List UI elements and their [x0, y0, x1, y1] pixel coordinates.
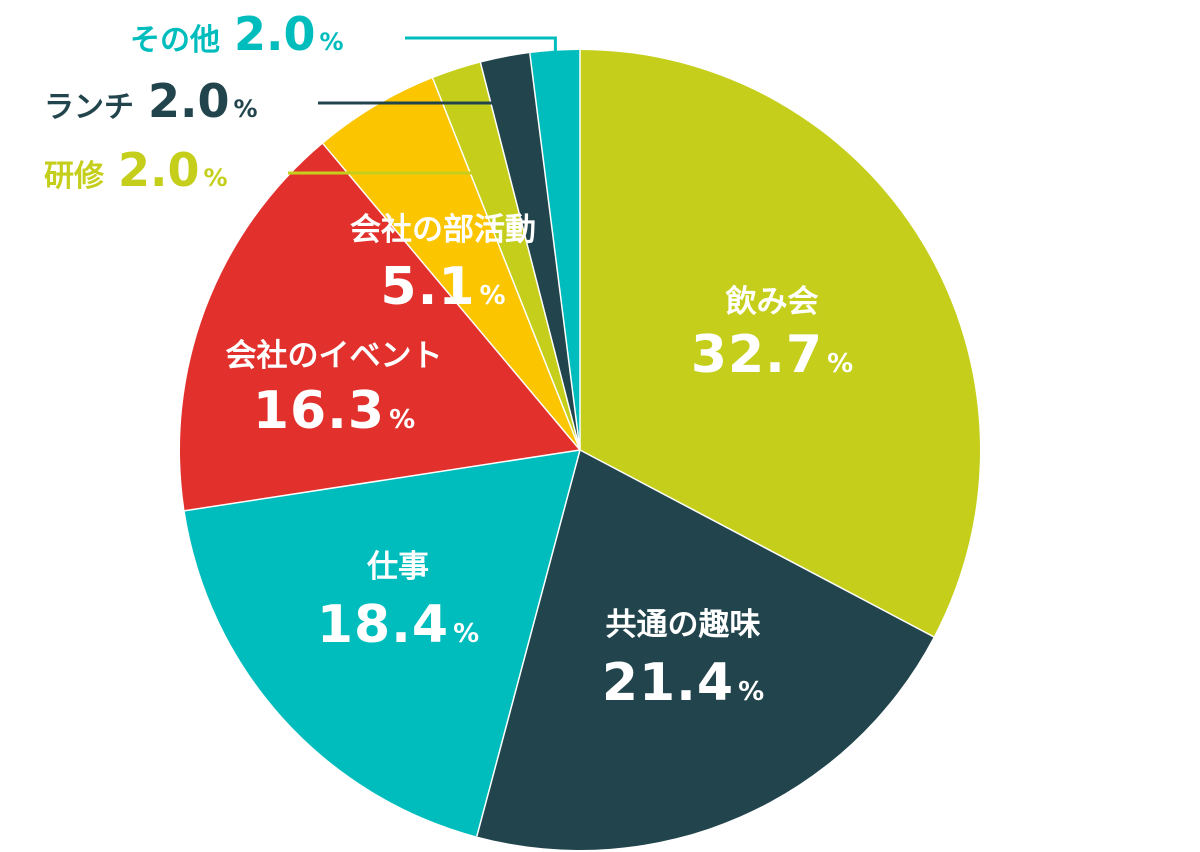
slice-separator-5	[431, 77, 581, 451]
pie-slice-0	[580, 50, 981, 637]
slice-name-3: 会社のイベント	[226, 338, 443, 374]
pie-slice-1	[476, 450, 934, 850]
slice-name-1: 共通の趣味	[606, 607, 761, 643]
slice-label-4: 会社の部活動 5.1%	[350, 212, 536, 317]
slice-value-1: 21.4%	[602, 653, 764, 713]
slice-label-3: 会社のイベント 16.3%	[226, 338, 443, 441]
slice-label-0: 飲み会 32.7%	[691, 284, 853, 385]
slice-name-2: 仕事	[367, 549, 429, 585]
slice-value-3: 16.3%	[253, 381, 415, 441]
pie-slice-4	[322, 78, 580, 450]
slice-label-7: その他 2.0%	[130, 7, 344, 61]
slice-separator-4	[322, 143, 581, 451]
slice-name-4: 会社の部活動	[350, 212, 536, 248]
pie-slice-5	[432, 62, 580, 451]
slice-label-1: 共通の趣味 21.4%	[602, 607, 764, 713]
pie-slice-3	[179, 143, 580, 511]
slice-value-2: 18.4%	[317, 595, 479, 655]
slice-value-4: 5.1%	[380, 257, 505, 317]
slice-name-0: 飲み会	[726, 284, 819, 320]
slice-separator-2	[476, 449, 581, 837]
pie-slice-2	[184, 450, 580, 837]
slice-separator-6	[479, 62, 581, 451]
slice-separator-7	[529, 53, 581, 451]
slice-separator-1	[579, 449, 935, 638]
slice-value-0: 32.7%	[691, 325, 853, 385]
slice-label-5: 研修 2.0%	[44, 143, 228, 197]
slices-layer	[179, 50, 981, 850]
leader-lines-layer	[288, 36, 557, 175]
slice-label-2: 仕事 18.4%	[317, 549, 479, 655]
slice-separator-3	[184, 449, 581, 512]
slice-label-6: ランチ 2.0%	[44, 74, 258, 128]
leader-line-7	[405, 36, 557, 65]
